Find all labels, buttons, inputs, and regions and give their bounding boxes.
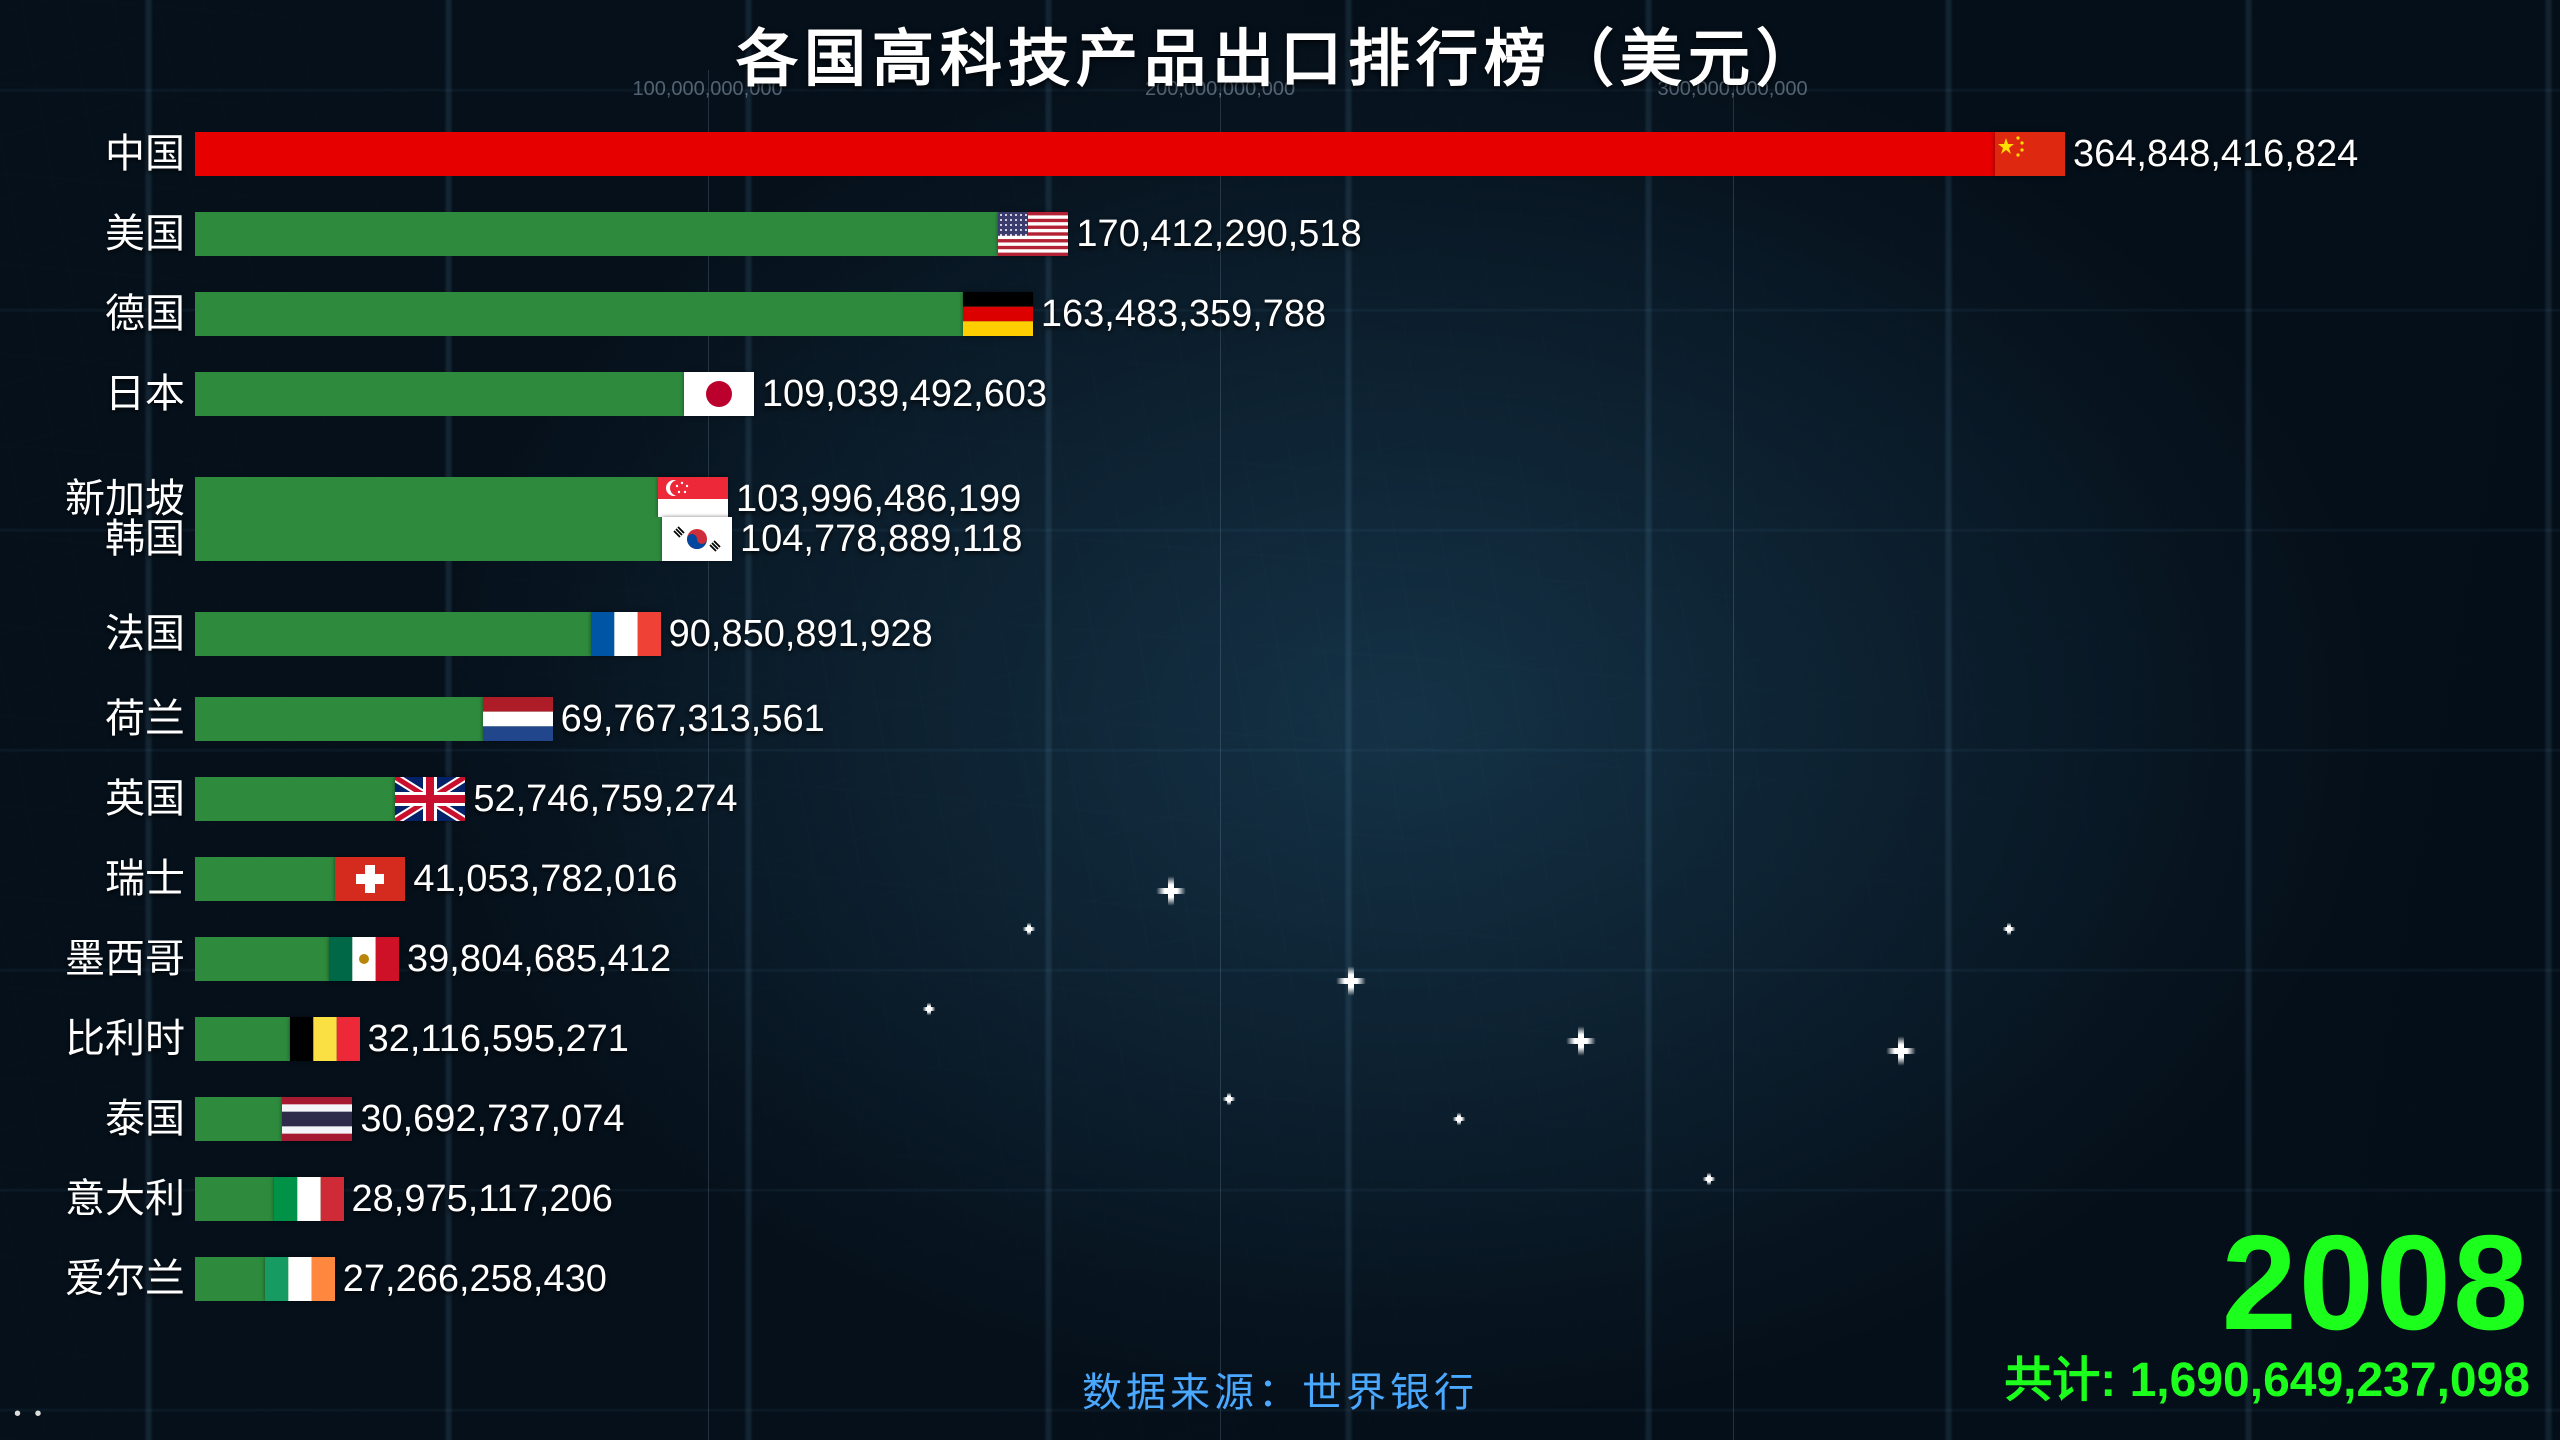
bar bbox=[195, 132, 2065, 176]
bar-row: 荷兰69,767,313,561 bbox=[195, 695, 2225, 743]
country-label: 美国 bbox=[105, 210, 195, 258]
cn-flag-icon bbox=[1995, 132, 2065, 176]
bar-row: 法国90,850,891,928 bbox=[195, 610, 2225, 658]
bar-row: 泰国30,692,737,074 bbox=[195, 1095, 2225, 1143]
country-label: 法国 bbox=[105, 610, 195, 658]
bar bbox=[195, 517, 732, 561]
bar-value: 90,850,891,928 bbox=[661, 610, 933, 658]
bar-row: 美国170,412,290,518 bbox=[195, 210, 2225, 258]
bar-row: 瑞士41,053,782,016 bbox=[195, 855, 2225, 903]
kr-flag-icon bbox=[662, 517, 732, 561]
country-label: 中国 bbox=[105, 130, 195, 178]
bar-row: 日本109,039,492,603 bbox=[195, 370, 2225, 418]
th-flag-icon bbox=[282, 1097, 352, 1141]
bar-row: 比利时32,116,595,271 bbox=[195, 1015, 2225, 1063]
ie-flag-icon bbox=[265, 1257, 335, 1301]
chart-title: 各国高科技产品出口排行榜（美元） bbox=[0, 8, 2560, 98]
bar-value: 109,039,492,603 bbox=[754, 370, 1047, 418]
bar-row: 意大利28,975,117,206 bbox=[195, 1175, 2225, 1223]
decorative-dots: • • bbox=[14, 1403, 46, 1426]
bar-value: 69,767,313,561 bbox=[553, 695, 825, 743]
de-flag-icon bbox=[963, 292, 1033, 336]
country-label: 比利时 bbox=[65, 1015, 195, 1063]
total-label: 共计: 1,690,649,237,098 bbox=[2004, 1340, 2530, 1410]
country-label: 韩国 bbox=[105, 515, 195, 563]
bar-row: 中国364,848,416,824 bbox=[195, 130, 2225, 178]
bar-row: 韩国104,778,889,118 bbox=[195, 515, 2225, 563]
total-prefix: 共计: bbox=[2004, 1354, 2116, 1407]
bar-value: 163,483,359,788 bbox=[1033, 290, 1326, 338]
bar-row: 墨西哥39,804,685,412 bbox=[195, 935, 2225, 983]
country-label: 日本 bbox=[105, 370, 195, 418]
country-label: 德国 bbox=[105, 290, 195, 338]
bar-value: 32,116,595,271 bbox=[360, 1015, 629, 1063]
bar-value: 27,266,258,430 bbox=[335, 1255, 607, 1303]
nl-flag-icon bbox=[483, 697, 553, 741]
country-label: 荷兰 bbox=[105, 695, 195, 743]
year-label: 2008 bbox=[2222, 1205, 2530, 1360]
mx-flag-icon bbox=[329, 937, 399, 981]
bar-value: 39,804,685,412 bbox=[399, 935, 671, 983]
bar-row: 爱尔兰27,266,258,430 bbox=[195, 1255, 2225, 1303]
bar-value: 28,975,117,206 bbox=[344, 1175, 613, 1223]
be-flag-icon bbox=[290, 1017, 360, 1061]
country-label: 瑞士 bbox=[105, 855, 195, 903]
bar-row: 德国163,483,359,788 bbox=[195, 290, 2225, 338]
bar bbox=[195, 292, 1033, 336]
gb-flag-icon bbox=[395, 777, 465, 821]
ch-flag-icon bbox=[335, 857, 405, 901]
country-label: 意大利 bbox=[65, 1175, 195, 1223]
data-source: 数据来源：世界银行 bbox=[1082, 1360, 1478, 1418]
it-flag-icon bbox=[274, 1177, 344, 1221]
bar-value: 52,746,759,274 bbox=[465, 775, 737, 823]
bar bbox=[195, 372, 754, 416]
gridline bbox=[1733, 70, 1734, 1440]
bar-value: 30,692,737,074 bbox=[352, 1095, 624, 1143]
bar-chart: 100,000,000,000200,000,000,000300,000,00… bbox=[195, 130, 2225, 1400]
jp-flag-icon bbox=[684, 372, 754, 416]
bar-row: 英国52,746,759,274 bbox=[195, 775, 2225, 823]
gridline bbox=[1220, 70, 1221, 1440]
total-value: 1,690,649,237,098 bbox=[2130, 1354, 2530, 1407]
bar-value: 170,412,290,518 bbox=[1068, 210, 1361, 258]
country-label: 墨西哥 bbox=[65, 935, 195, 983]
us-flag-icon bbox=[998, 212, 1068, 256]
bar bbox=[195, 212, 1068, 256]
country-label: 爱尔兰 bbox=[65, 1255, 195, 1303]
gridline bbox=[708, 70, 709, 1440]
fr-flag-icon bbox=[591, 612, 661, 656]
bar-value: 364,848,416,824 bbox=[2065, 130, 2358, 178]
bar-value: 104,778,889,118 bbox=[732, 515, 1022, 563]
country-label: 英国 bbox=[105, 775, 195, 823]
country-label: 泰国 bbox=[105, 1095, 195, 1143]
bar-value: 41,053,782,016 bbox=[405, 855, 677, 903]
